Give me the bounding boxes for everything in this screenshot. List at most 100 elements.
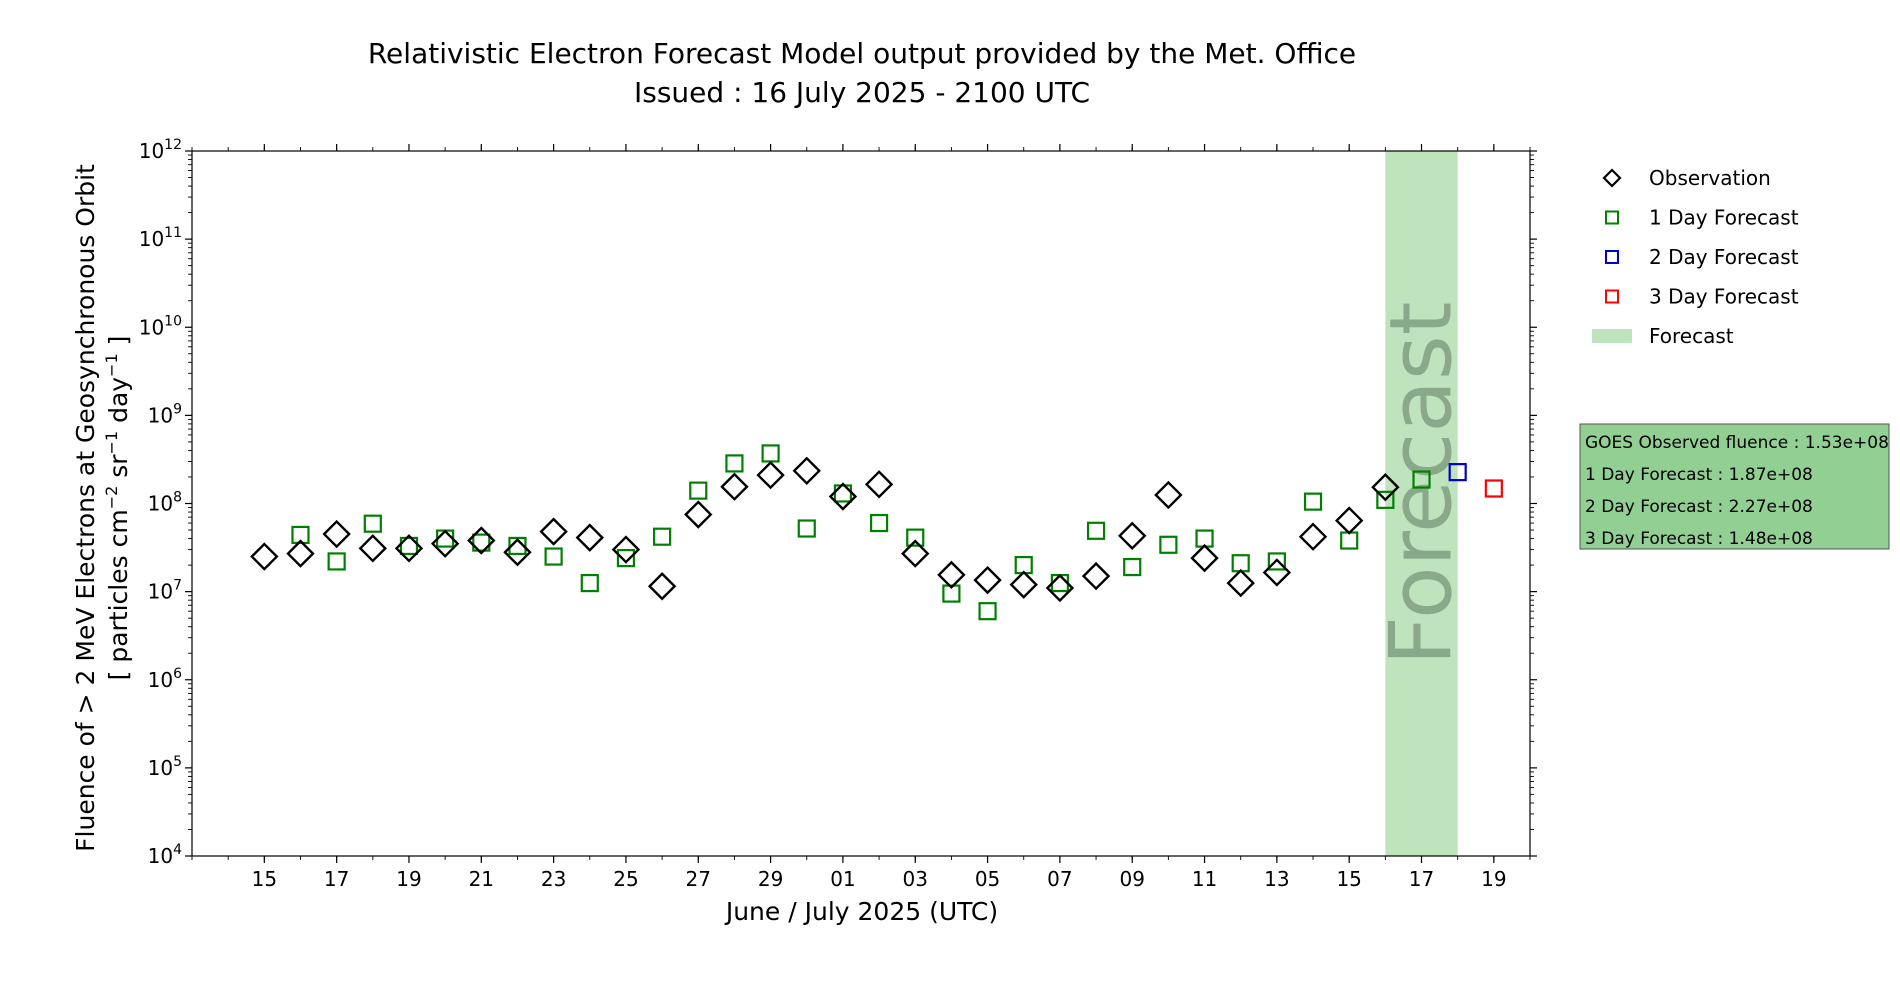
plot-area: Forecast 104 105 106 107 108 109 1010 1011 1012 15… <box>139 137 1537 891</box>
y-tick-label: 106 <box>148 666 182 692</box>
legend-label: 2 Day Forecast <box>1649 245 1799 269</box>
observation-point <box>1371 473 1400 502</box>
series-1-day-forecast <box>291 444 1431 621</box>
y-tick-label: 105 <box>148 754 182 780</box>
chart-title: Relativistic Electron Forecast Model out… <box>368 37 1356 70</box>
forecast-point <box>1267 552 1286 571</box>
x-tick-label: 15 <box>252 867 277 891</box>
y-tick-label: 1011 <box>139 225 182 251</box>
x-tick-label: 07 <box>1047 867 1072 891</box>
y-tick-label: 109 <box>148 401 182 427</box>
forecast-point <box>1050 573 1069 593</box>
x-tick-label: 17 <box>324 867 349 891</box>
forecast-point <box>906 528 925 547</box>
forecast-point <box>291 525 310 545</box>
observation-point <box>1226 568 1255 598</box>
forecast-point <box>616 549 636 568</box>
info-box-line: GOES Observed fluence : 1.53e+08 <box>1585 433 1889 453</box>
forecast-point <box>689 481 708 500</box>
forecast-point <box>580 573 599 593</box>
chart-subtitle: Issued : 16 July 2025 - 2100 UTC <box>634 76 1090 109</box>
observation-point <box>1045 573 1075 603</box>
y-tick-label: 104 <box>148 842 182 868</box>
observation-point <box>575 523 604 552</box>
observation-point <box>684 500 713 529</box>
legend-entry: Observation <box>1602 166 1771 190</box>
observation-point <box>430 529 460 558</box>
y-axis-units: [ particles cm−2 sr−1 day−1 ] <box>102 336 133 681</box>
y-tick-label: 108 <box>148 490 182 516</box>
x-tick-label: 29 <box>758 867 783 891</box>
x-tick-label: 21 <box>469 867 494 891</box>
x-tick-label: 01 <box>830 867 855 891</box>
forecast-point <box>1340 531 1359 550</box>
observation-point <box>1081 561 1111 591</box>
observation-point <box>937 560 966 590</box>
x-tick-label: 13 <box>1264 867 1289 891</box>
observation-point <box>1334 506 1364 535</box>
y-axis-label: Fluence of > 2 MeV Electrons at Geosynch… <box>71 164 100 852</box>
legend-label: Forecast <box>1649 324 1734 348</box>
x-tick-label: 19 <box>396 867 421 891</box>
observation-point <box>720 472 749 501</box>
forecast-point <box>363 514 382 533</box>
y-tick-label: 107 <box>148 578 182 604</box>
forecast-point <box>833 484 853 503</box>
legend-label: Observation <box>1649 166 1771 190</box>
legend-patch <box>1592 329 1632 343</box>
observation-point <box>250 542 279 571</box>
observation-point <box>792 456 821 485</box>
observation-point <box>539 517 568 546</box>
observation-point <box>864 470 894 499</box>
forecast-point <box>327 552 346 571</box>
series-observation <box>250 456 1400 603</box>
forecast-band <box>1385 151 1458 856</box>
legend-marker <box>1602 168 1622 188</box>
legend-marker <box>1605 210 1619 225</box>
observation-point <box>1009 570 1038 599</box>
observation-point <box>1298 522 1328 551</box>
legend-label: 3 Day Forecast <box>1649 285 1799 309</box>
observation-point <box>503 538 532 567</box>
observation-point <box>1262 558 1292 587</box>
legend-entry: 2 Day Forecast <box>1605 245 1799 269</box>
forecast-point <box>761 444 780 463</box>
legend: Observation 1 Day Forecast 2 Day Forecast 3… <box>1592 166 1799 348</box>
forecast-point <box>869 513 889 533</box>
forecast-point <box>436 529 455 548</box>
x-tick-label: 05 <box>975 867 1000 891</box>
x-tick-label: 19 <box>1481 867 1506 891</box>
observation-point <box>973 565 1002 595</box>
legend-entry: 3 Day Forecast <box>1605 285 1799 309</box>
x-tick-label: 25 <box>613 867 638 891</box>
observation-point <box>1154 480 1183 510</box>
y-axis-label-line1: Fluence of > 2 MeV Electrons at Geosynch… <box>71 164 100 852</box>
x-tick-label: 11 <box>1192 867 1217 891</box>
observation-point <box>322 519 351 549</box>
forecast-point <box>472 533 491 552</box>
x-tick-label: 09 <box>1119 867 1144 891</box>
series-3-day-forecast <box>1484 479 1503 498</box>
forecast-point <box>1303 492 1323 511</box>
observation-point <box>1118 521 1147 550</box>
observation-point <box>611 535 641 564</box>
forecast-point <box>399 536 419 556</box>
x-tick-label: 23 <box>541 867 566 891</box>
info-box: GOES Observed fluence : 1.53e+08 1 Day Fo… <box>1579 423 1890 550</box>
legend-marker <box>1605 250 1619 264</box>
forecast-point <box>1231 554 1250 573</box>
x-tick-label: 27 <box>686 867 711 891</box>
x-tick-label: 15 <box>1336 867 1361 891</box>
observation-point <box>901 539 930 568</box>
plot-frame <box>191 150 1531 857</box>
observation-point <box>828 482 858 511</box>
forecast-band-label: Forecast <box>1372 302 1472 666</box>
forecast-point <box>653 527 672 546</box>
forecast-point <box>544 547 563 566</box>
x-axis-label: June / July 2025 (UTC) <box>724 897 998 926</box>
legend-entry: Forecast <box>1592 324 1734 348</box>
legend-marker <box>1605 289 1619 304</box>
forecast-point <box>942 584 961 603</box>
observation-point <box>358 534 388 563</box>
